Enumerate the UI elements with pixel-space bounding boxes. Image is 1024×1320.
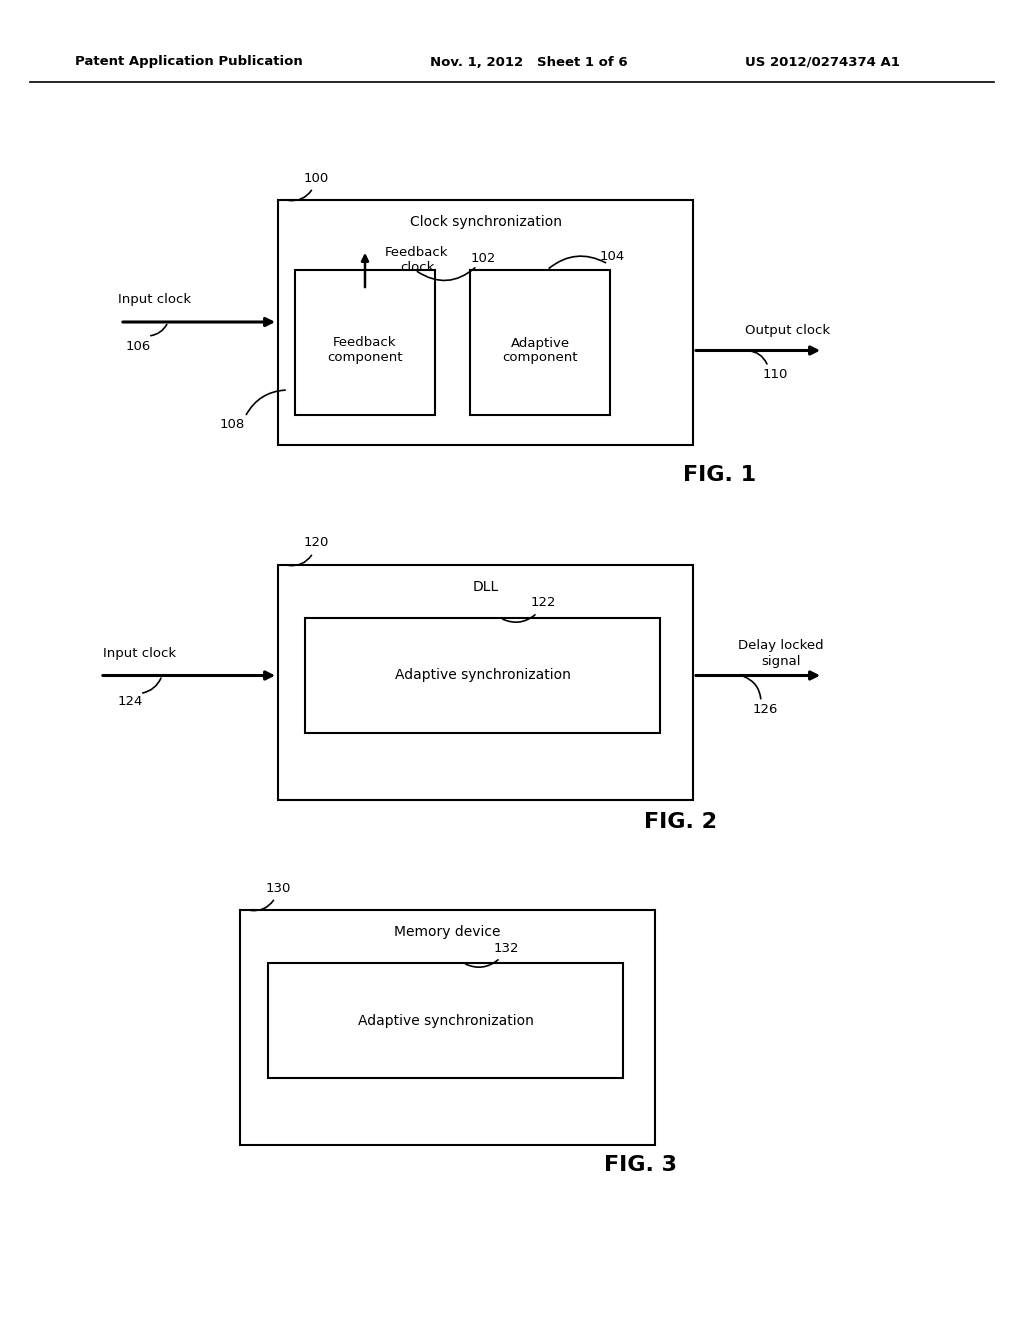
Text: 110: 110 xyxy=(762,368,787,381)
Text: Adaptive synchronization: Adaptive synchronization xyxy=(357,1014,534,1027)
Text: 126: 126 xyxy=(753,704,777,715)
Text: 102: 102 xyxy=(470,252,496,264)
Text: Adaptive synchronization: Adaptive synchronization xyxy=(394,668,570,682)
Bar xyxy=(470,271,610,414)
Text: Memory device: Memory device xyxy=(394,925,501,939)
Text: Input clock: Input clock xyxy=(103,647,176,660)
Text: DLL: DLL xyxy=(472,579,499,594)
Bar xyxy=(295,271,435,414)
Text: 124: 124 xyxy=(118,696,142,708)
Bar xyxy=(268,964,623,1078)
Text: US 2012/0274374 A1: US 2012/0274374 A1 xyxy=(745,55,900,69)
Text: 106: 106 xyxy=(125,339,151,352)
Text: Output clock: Output clock xyxy=(745,323,830,337)
Text: FIG. 2: FIG. 2 xyxy=(643,812,717,832)
Text: Adaptive
component: Adaptive component xyxy=(502,337,578,364)
Bar xyxy=(305,618,660,733)
Text: FIG. 1: FIG. 1 xyxy=(683,465,757,484)
Bar xyxy=(278,565,693,800)
Text: 122: 122 xyxy=(530,597,556,610)
Text: FIG. 3: FIG. 3 xyxy=(603,1155,677,1175)
Text: 108: 108 xyxy=(219,418,245,432)
Text: 104: 104 xyxy=(599,249,625,263)
Text: Patent Application Publication: Patent Application Publication xyxy=(75,55,303,69)
Text: Feedback
component: Feedback component xyxy=(328,337,402,364)
Text: Input clock: Input clock xyxy=(119,293,191,306)
Text: 120: 120 xyxy=(303,536,329,549)
Bar xyxy=(240,909,655,1144)
Text: 130: 130 xyxy=(265,882,291,895)
Text: Feedback
clock: Feedback clock xyxy=(385,246,449,275)
Text: Nov. 1, 2012   Sheet 1 of 6: Nov. 1, 2012 Sheet 1 of 6 xyxy=(430,55,628,69)
Text: Delay locked
signal: Delay locked signal xyxy=(738,639,824,668)
Text: Clock synchronization: Clock synchronization xyxy=(410,215,561,228)
Bar xyxy=(278,201,693,445)
Text: 132: 132 xyxy=(494,941,519,954)
Text: 100: 100 xyxy=(303,172,329,185)
